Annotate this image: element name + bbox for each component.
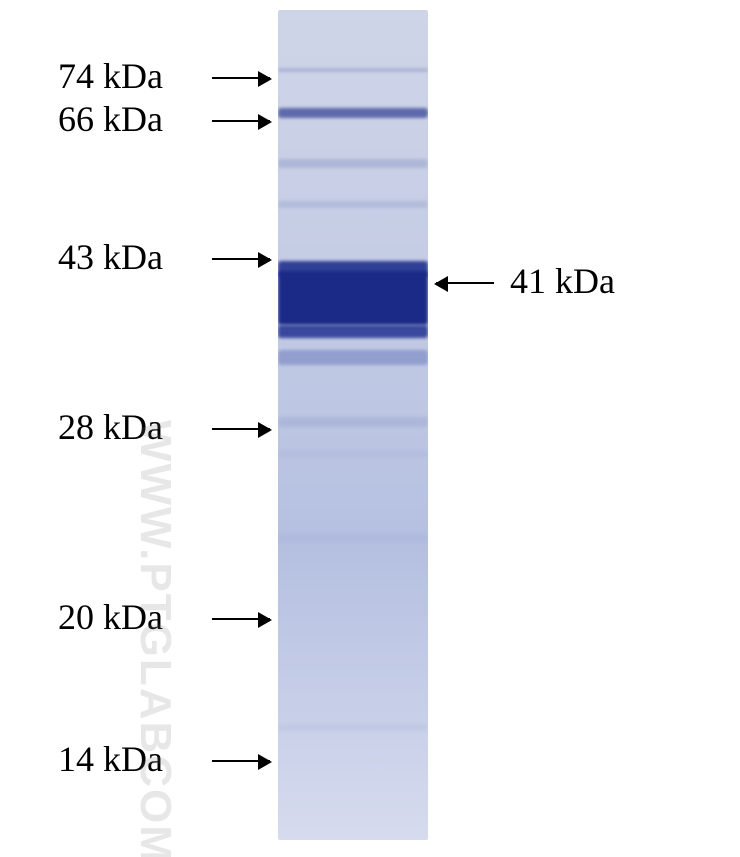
gel-band <box>278 108 428 118</box>
marker-label-left: 66 kDa <box>58 98 163 140</box>
marker-arrow-left <box>436 282 494 284</box>
marker-label-left: 20 kDa <box>58 596 163 638</box>
gel-band <box>278 724 428 731</box>
marker-label-left: 28 kDa <box>58 406 163 448</box>
marker-label-left: 74 kDa <box>58 55 163 97</box>
marker-arrow-right <box>212 760 270 762</box>
gel-band <box>278 201 428 208</box>
marker-arrow-right <box>212 428 270 430</box>
gel-band <box>278 450 428 458</box>
marker-label-left: 43 kDa <box>58 236 163 278</box>
gel-band <box>278 533 428 543</box>
marker-arrow-right <box>212 77 270 79</box>
gel-band <box>278 325 428 337</box>
marker-arrow-right <box>212 618 270 620</box>
gel-figure: 74 kDa66 kDa 43 kDa 28 kDa 20 kDa 14 kDa 41 … <box>0 0 740 857</box>
gel-lane <box>278 10 428 840</box>
marker-arrow-right <box>212 120 270 122</box>
gel-band <box>278 350 428 365</box>
watermark-text: WWW.PTGLABCOM <box>130 420 180 857</box>
gel-band <box>278 417 428 428</box>
gel-band <box>278 159 428 167</box>
marker-label-right: 41 kDa <box>510 260 615 302</box>
gel-band <box>278 271 428 325</box>
marker-arrow-right <box>212 258 270 260</box>
marker-label-left: 14 kDa <box>58 738 163 780</box>
gel-band <box>278 68 428 72</box>
